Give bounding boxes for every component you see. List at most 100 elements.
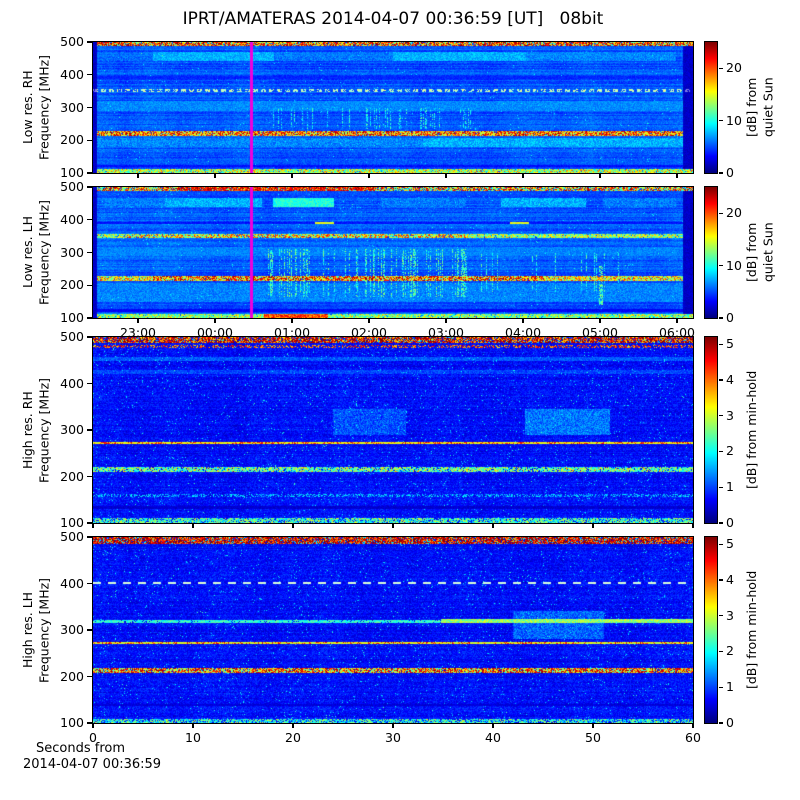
y-tick [87,317,93,319]
spectrogram-high-res-rh [93,337,693,523]
colorbar-low-res-rh [705,42,717,173]
colorbar-high-res-lh [705,537,717,723]
y-tick [87,106,93,109]
colorbar-tick-label: 2 [726,443,734,459]
x-tick [368,319,370,323]
y-axis-label-high-res-lh: High res. LH Frequency [MHz] [20,577,52,683]
colorbar-tick-label: 10 [726,257,742,273]
colorbar-tick [719,615,723,617]
y-tick [87,41,93,43]
y-tick-label: 400 [60,375,84,391]
y-tick-label: 100 [60,515,84,530]
x-tick [492,524,494,528]
colorbar-tick [719,379,723,381]
x-tick-label: 05:00 [581,325,619,340]
x-tick [522,174,524,178]
colorbar-label-3: [dB] from min-hold [744,370,759,490]
y-tick [87,336,93,338]
colorbar-tick [719,415,723,417]
x-tick [214,319,216,323]
colorbar-high-res-rh [705,337,717,523]
x-tick [692,524,694,528]
x-tick [368,174,370,178]
y-tick-label: 500 [60,179,84,194]
colorbar-tick [719,120,723,122]
y-tick [87,429,93,431]
x-tick-label: 02:00 [350,325,388,340]
colorbar-tick-label: 10 [726,112,742,128]
x-tick-label: 30 [385,730,401,745]
x-tick [599,174,601,178]
spectrogram-low-res-lh [93,187,693,318]
colorbar-tick-label: 0 [726,165,734,180]
x-tick-label: 10 [185,730,201,745]
colorbar-label-4: [dB] from min-hold [744,570,759,690]
y-tick-label: 400 [60,211,84,227]
x-tick [676,319,678,323]
colorbar-tick [719,686,723,688]
y-tick-label: 100 [60,310,84,325]
colorbar-tick [719,579,723,581]
x-tick [592,524,594,528]
x-tick-label: 40 [485,730,501,745]
y-tick-label: 300 [60,422,84,437]
colorbar-tick [719,317,723,319]
colorbar-tick-label: 5 [726,536,734,552]
colorbar-tick-label: 5 [726,336,734,352]
y-tick [87,186,93,188]
x-tick [192,524,194,528]
y-tick-label: 300 [60,622,84,637]
colorbar-tick [719,343,723,345]
x-tick-label: 23:00 [119,325,157,340]
y-tick [87,522,93,524]
y-tick [87,675,93,678]
colorbar-tick-label: 3 [726,607,734,623]
x-tick [291,319,293,323]
colorbar-tick [719,212,723,214]
colorbar-tick-label: 20 [726,205,742,221]
y-tick [87,475,93,478]
x-tick [92,724,94,728]
x-tick-label: 01:00 [274,325,311,340]
x-tick [392,724,394,728]
y-tick-label: 500 [60,529,84,544]
colorbar-tick [719,522,723,524]
x-tick [137,319,139,323]
x-tick [592,724,594,728]
x-tick-label: 06:00 [658,325,695,340]
colorbar-tick [719,650,723,653]
y-tick-label: 500 [60,329,84,344]
colorbar-tick [719,543,723,545]
colorbar-tick-label: 0 [726,310,734,325]
y-axis-label-low-res-rh: Low res. RH Frequency [MHz] [20,54,52,161]
y-tick [87,284,93,286]
x-tick [599,319,601,323]
colorbar-tick-label: 0 [726,515,734,530]
colorbar-tick-label: 20 [726,60,742,76]
x-tick-label: 03:00 [427,325,464,340]
colorbar-tick-label: 1 [726,679,734,695]
colorbar-tick [719,67,723,69]
y-tick [87,139,93,141]
y-axis-label-low-res-lh: Low res. LH Frequency [MHz] [20,199,52,306]
y-tick [87,722,93,724]
y-tick [87,629,93,631]
x-tick [445,319,447,323]
colorbar-low-res-lh [705,187,717,318]
x-tick [445,174,447,178]
colorbar-tick-label: 1 [726,479,734,495]
x-tick [492,724,494,728]
y-tick-label: 200 [60,668,84,684]
x-tick [692,724,694,728]
x-tick-label: 00:00 [196,325,233,340]
y-tick [87,536,93,538]
y-tick-label: 100 [60,165,84,180]
x-tick-label: 60 [685,730,701,745]
y-tick [87,582,93,585]
y-tick-label: 200 [60,132,84,148]
spectrogram-low-res-rh [93,42,693,173]
y-tick [87,382,93,385]
colorbar-tick [719,265,723,267]
colorbar-tick-label: 4 [726,371,734,387]
x-tick-label: 0 [89,730,97,745]
